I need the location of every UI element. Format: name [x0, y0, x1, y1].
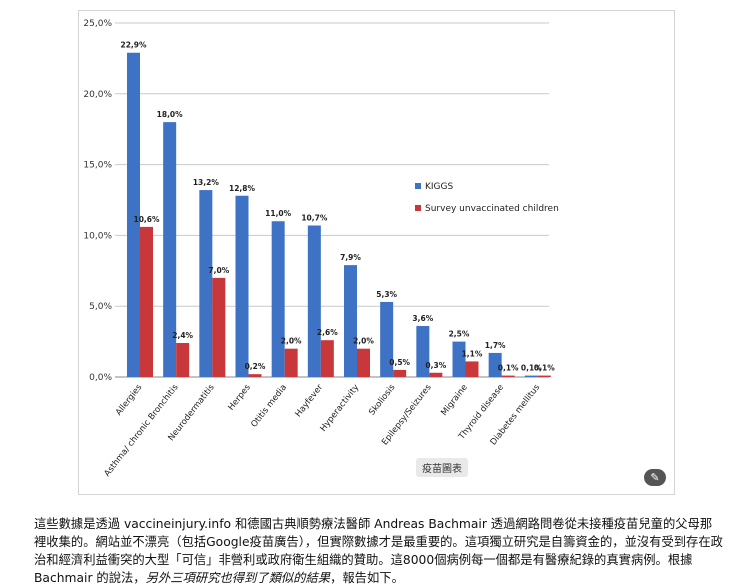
bar-kiggs [452, 341, 466, 377]
paragraph-text: 這些數據是透過 vaccineinjury.info 和德國古典順勢療法醫師 A… [34, 517, 723, 585]
data-label: 7,9% [340, 253, 361, 262]
data-label: 2,0% [281, 337, 302, 346]
bar-kiggs [271, 221, 285, 377]
bar-kiggs [307, 225, 321, 377]
paragraph-italic-text: 另外三項研究也得到了類似的結果 [145, 571, 331, 585]
legend-swatch [415, 205, 421, 211]
x-tick-label: Skoliosis [367, 382, 398, 417]
chart-frame: 0,0% 5,0% 10,0% 15,0% 20,0% 25,0% 22,9% 10,6% Al… [78, 10, 675, 495]
bar-kiggs [380, 301, 394, 377]
data-label: 2,6% [317, 328, 338, 337]
y-tick-label: 20,0% [83, 90, 112, 100]
x-tick-label: Otitis media [249, 383, 289, 430]
y-tick-label: 10,0% [83, 231, 112, 241]
legend-label: Survey unvaccinated children [425, 204, 559, 214]
data-label: 0,3% [425, 361, 446, 370]
data-label: 0,1% [521, 364, 542, 373]
bar-survey [393, 369, 407, 377]
bar-survey [248, 374, 262, 377]
y-tick-label: 25,0% [83, 19, 112, 29]
bar-kiggs [488, 352, 502, 377]
x-tick-label: Allergies [114, 382, 145, 417]
y-tick-label: 0,0% [89, 373, 112, 383]
bar-survey [429, 372, 443, 377]
bar-survey [537, 375, 551, 377]
data-label: 2,0% [353, 337, 374, 346]
y-tick-label: 5,0% [89, 302, 112, 312]
y-tick-label: 15,0% [83, 161, 112, 171]
bar-kiggs [235, 195, 249, 377]
data-label: 18,0% [157, 110, 184, 119]
bar-survey [357, 348, 370, 377]
data-label: 13,2% [193, 178, 220, 187]
bar-kiggs [199, 190, 213, 377]
bar-survey [212, 277, 226, 377]
bar-kiggs [127, 52, 140, 378]
bar-kiggs [344, 265, 357, 377]
x-tick-label: Migraine [439, 383, 470, 418]
data-label: 2,4% [172, 331, 193, 340]
paragraph-end-text: ，報告如下。 [330, 571, 404, 585]
data-label: 7,0% [208, 266, 229, 275]
bar-kiggs [163, 122, 177, 378]
bar-survey [501, 375, 515, 377]
legend-swatch [415, 183, 421, 189]
data-label: 10,7% [301, 213, 328, 222]
data-label: 22,9% [120, 41, 147, 50]
data-label: 0,1% [498, 364, 519, 373]
data-label: 1,1% [462, 349, 483, 358]
magic-wand-icon[interactable]: ✎ [644, 469, 666, 486]
data-label: 0,2% [245, 362, 266, 371]
data-label: 2,5% [449, 330, 470, 339]
data-label: 10,6% [133, 215, 160, 224]
bar-survey [465, 361, 479, 377]
bar-kiggs [416, 326, 430, 377]
bar-kiggs [524, 375, 538, 377]
bar-survey [320, 340, 334, 377]
legend-label: KIGGS [425, 182, 454, 192]
data-label: 3,6% [412, 314, 433, 323]
data-label: 1,7% [485, 341, 506, 350]
bar-chart: 0,0% 5,0% 10,0% 15,0% 20,0% 25,0% 22,9% 10,6% Al… [83, 19, 559, 479]
bar-survey [176, 343, 190, 377]
data-label: 11,0% [265, 209, 292, 218]
x-tick-label: Hyperactivity [318, 383, 361, 434]
bar-survey [284, 348, 298, 377]
bar-survey [140, 226, 153, 377]
data-label: 12,8% [229, 184, 256, 193]
x-tick-label: Asthma/ chronic Bronchitis [102, 382, 180, 478]
data-label: 0,1% [534, 364, 555, 373]
data-label: 0,5% [389, 358, 410, 367]
x-tick-label: Hayfever [294, 382, 326, 419]
image-caption-chip[interactable]: 疫苗圖表 [416, 458, 468, 477]
x-tick-label: Herpes [226, 382, 253, 412]
data-label: 5,3% [376, 290, 397, 299]
article-paragraph: 這些數據是透過 vaccineinjury.info 和德國古典順勢療法醫師 A… [34, 515, 724, 587]
